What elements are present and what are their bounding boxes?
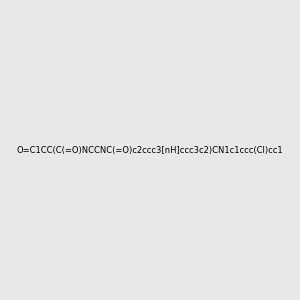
Text: O=C1CC(C(=O)NCCNC(=O)c2ccc3[nH]ccc3c2)CN1c1ccc(Cl)cc1: O=C1CC(C(=O)NCCNC(=O)c2ccc3[nH]ccc3c2)CN… (17, 146, 283, 154)
